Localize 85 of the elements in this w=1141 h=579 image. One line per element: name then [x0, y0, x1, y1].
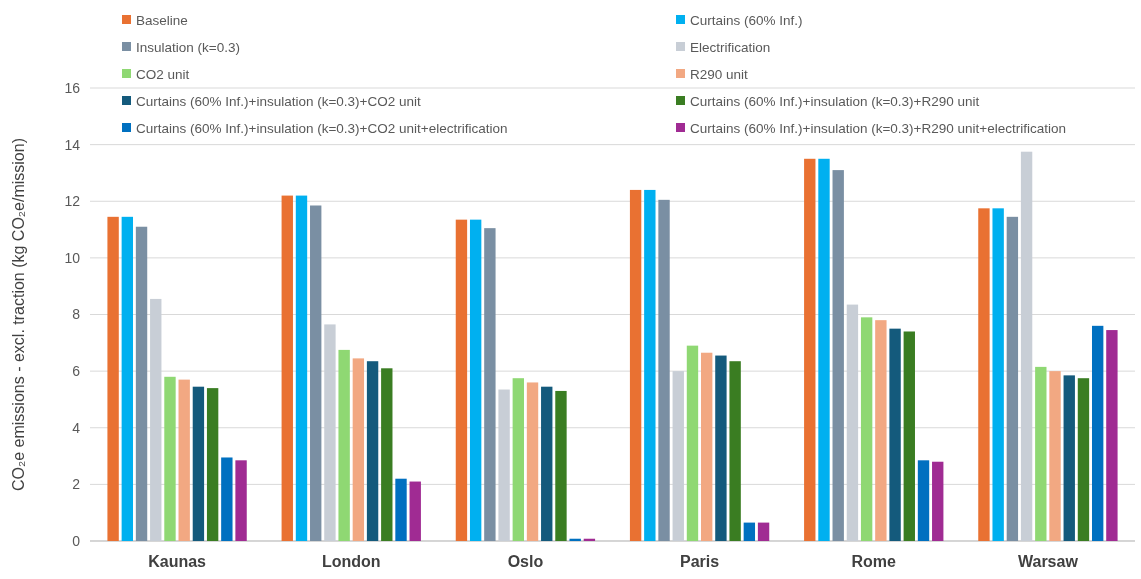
- bar: [917, 460, 930, 541]
- bar: [512, 378, 524, 541]
- y-tick-label: 6: [72, 363, 81, 380]
- bar: [729, 361, 741, 541]
- legend-label: Electrification: [690, 39, 771, 55]
- bar: [658, 199, 670, 541]
- legend-label: Baseline: [136, 12, 188, 28]
- bar: [526, 382, 539, 541]
- bar: [644, 189, 656, 541]
- bar: [484, 228, 496, 541]
- y-tick-label: 16: [64, 79, 81, 96]
- legend-label: Curtains (60% Inf.)+insulation (k=0.3)+CO2 unit+electrification: [136, 120, 508, 136]
- bar: [1035, 366, 1047, 541]
- bar: [310, 205, 322, 541]
- bar: [875, 320, 887, 541]
- bar: [846, 304, 859, 541]
- bar: [555, 390, 567, 541]
- bar: [1106, 330, 1118, 541]
- legend-label: CO2 unit: [136, 66, 190, 82]
- bar: [352, 358, 365, 541]
- bar: [455, 219, 468, 541]
- x-tick-label: Rome: [851, 553, 897, 570]
- bar: [743, 522, 756, 541]
- legend-label: Curtains (60% Inf.): [690, 12, 803, 28]
- legend-label: Curtains (60% Inf.)+insulation (k=0.3)+CO2 unit: [136, 93, 422, 109]
- bar: [395, 478, 407, 541]
- x-tick-label: Oslo: [507, 553, 544, 570]
- legend-label: R290 unit: [690, 66, 749, 82]
- bar: [178, 379, 190, 541]
- bar: [903, 331, 915, 541]
- bar: [701, 352, 713, 541]
- bar: [672, 371, 684, 541]
- bar: [1020, 151, 1033, 541]
- bar: [135, 226, 148, 541]
- y-tick-label: 12: [64, 193, 81, 210]
- y-tick-label: 4: [72, 419, 81, 436]
- y-axis-title: CO₂e emissions - excl. traction (kg CO₂e/mission): [10, 138, 27, 491]
- bar: [107, 216, 119, 541]
- bar: [164, 376, 176, 541]
- bar: [818, 158, 830, 541]
- bar: [324, 324, 336, 541]
- legend-label: Insulation (k=0.3): [136, 39, 240, 55]
- bar: [498, 389, 510, 541]
- bar: [381, 368, 393, 541]
- y-tick-label: 10: [64, 249, 81, 266]
- bar: [409, 481, 421, 541]
- bar: [715, 355, 727, 541]
- bar: [860, 317, 873, 541]
- y-tick-label: 0: [72, 532, 81, 549]
- y-tick-label: 8: [72, 306, 81, 323]
- bar: [1077, 378, 1090, 541]
- bar: [1006, 216, 1019, 541]
- x-tick-label: Warsaw: [1017, 553, 1079, 570]
- bar: [978, 208, 990, 541]
- x-tick-label: London: [321, 553, 381, 570]
- bar: [221, 457, 233, 541]
- x-tick-label: Kaunas: [148, 553, 207, 570]
- bar: [1063, 375, 1075, 541]
- bar: [281, 195, 293, 541]
- bar: [889, 328, 901, 541]
- bar: [804, 158, 816, 541]
- bar: [569, 538, 581, 541]
- bar: [150, 298, 162, 541]
- bar: [992, 208, 1004, 541]
- legend-label: Curtains (60% Inf.)+insulation (k=0.3)+R290 unit+electrification: [690, 120, 1066, 136]
- bar: [366, 361, 379, 541]
- bar: [832, 170, 844, 541]
- bar: [192, 386, 205, 541]
- legend-label: Curtains (60% Inf.)+insulation (k=0.3)+R290 unit: [690, 93, 980, 109]
- bar: [932, 461, 944, 541]
- bar: [686, 345, 699, 541]
- bar: [1091, 325, 1104, 541]
- bar: [295, 195, 308, 541]
- x-tick-label: Paris: [680, 553, 720, 570]
- bar: [206, 388, 219, 541]
- y-tick-label: 2: [72, 476, 81, 493]
- bar: [235, 460, 247, 541]
- bar: [757, 522, 770, 541]
- bar: [121, 216, 134, 541]
- bar: [541, 386, 553, 541]
- bar: [338, 349, 350, 541]
- bar: [1049, 371, 1061, 541]
- bar: [629, 189, 642, 541]
- y-tick-label: 14: [64, 136, 81, 153]
- bar: [469, 219, 482, 541]
